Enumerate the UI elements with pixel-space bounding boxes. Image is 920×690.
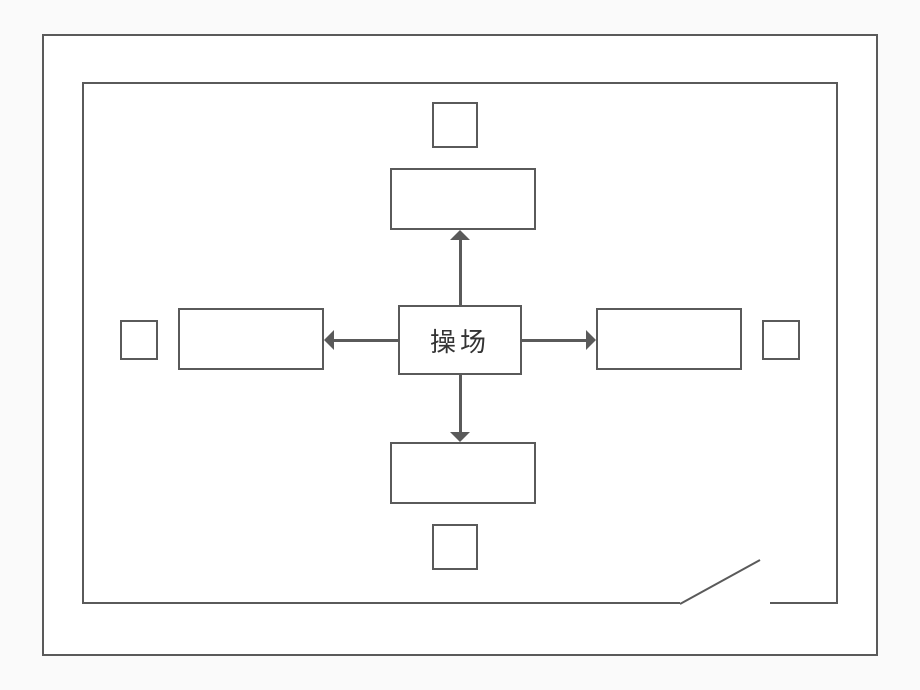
node-bottom-small: [432, 524, 478, 570]
node-left-small: [120, 320, 158, 360]
arrow-line-left: [334, 339, 398, 342]
center-label: 操场: [430, 322, 490, 359]
node-right-large: [596, 308, 742, 370]
arrow-head-right: [586, 330, 596, 350]
arrow-head-down: [450, 432, 470, 442]
node-top-large: [390, 168, 536, 230]
node-top-small: [432, 102, 478, 148]
center-playground-box: 操场: [398, 305, 522, 375]
arrow-head-left: [324, 330, 334, 350]
node-right-small: [762, 320, 800, 360]
arrow-line-up: [459, 240, 462, 305]
arrow-line-down: [459, 375, 462, 432]
arrow-line-right: [522, 339, 586, 342]
node-left-large: [178, 308, 324, 370]
node-bottom-large: [390, 442, 536, 504]
gate-notch: [680, 598, 770, 610]
arrow-head-up: [450, 230, 470, 240]
